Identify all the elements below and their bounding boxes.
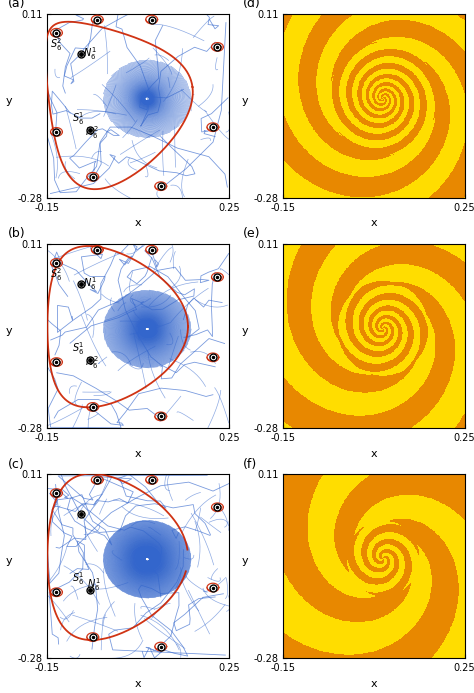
Y-axis label: y: y <box>242 556 248 566</box>
Text: $N_6^2$: $N_6^2$ <box>84 124 98 141</box>
Text: (f): (f) <box>243 457 257 471</box>
Text: (e): (e) <box>243 227 261 240</box>
Text: (a): (a) <box>8 0 25 10</box>
Y-axis label: y: y <box>6 326 12 336</box>
Text: $N_6^1$: $N_6^1$ <box>83 46 96 62</box>
Text: (b): (b) <box>8 227 25 240</box>
Text: $S_6^1$: $S_6^1$ <box>73 570 85 587</box>
X-axis label: x: x <box>371 448 377 459</box>
X-axis label: x: x <box>135 448 141 459</box>
Text: $N_6^1$: $N_6^1$ <box>83 276 96 292</box>
Y-axis label: y: y <box>6 96 12 106</box>
Text: $N_6^1$: $N_6^1$ <box>87 576 100 593</box>
Text: $S_6^1$: $S_6^1$ <box>73 340 85 357</box>
Text: (d): (d) <box>243 0 261 10</box>
Text: $S_6^2$: $S_6^2$ <box>50 266 62 283</box>
X-axis label: x: x <box>135 678 141 689</box>
X-axis label: x: x <box>371 218 377 229</box>
Text: (c): (c) <box>8 457 24 471</box>
X-axis label: x: x <box>371 678 377 689</box>
Y-axis label: y: y <box>242 96 248 106</box>
Y-axis label: y: y <box>6 556 12 566</box>
Text: $N_6^2$: $N_6^2$ <box>84 354 98 371</box>
X-axis label: x: x <box>135 218 141 229</box>
Y-axis label: y: y <box>242 326 248 336</box>
Text: $S_6^1$: $S_6^1$ <box>73 109 85 127</box>
Text: $S_6^2$: $S_6^2$ <box>50 36 62 53</box>
